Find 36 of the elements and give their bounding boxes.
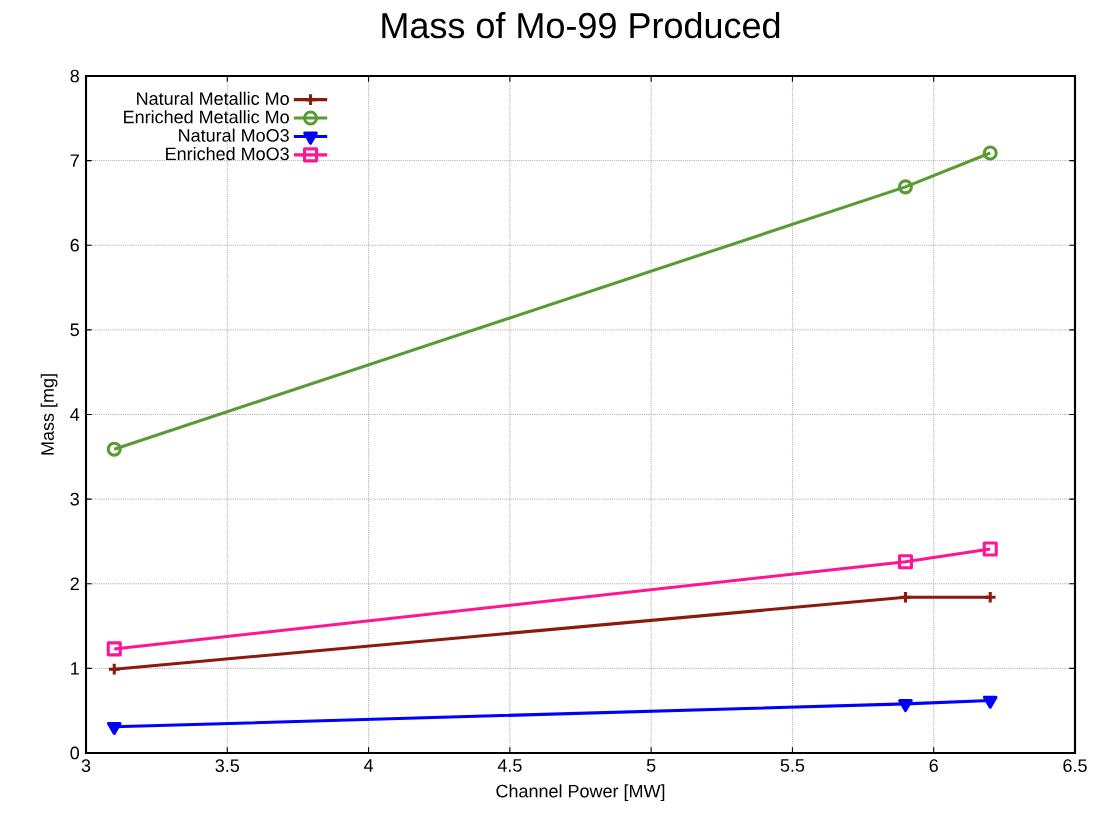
- y-tick-label: 4: [70, 408, 80, 421]
- point: [982, 695, 998, 709]
- y-tick-label: 8: [70, 69, 79, 83]
- y-tick-label: 5: [70, 323, 79, 337]
- point: [897, 554, 913, 570]
- y-tick-label: 3: [70, 492, 79, 506]
- chart-title: Mass of Mo-99 Produced: [382, 11, 780, 39]
- x-tick-label: 3: [81, 759, 91, 772]
- y-tick-label: 7: [70, 154, 79, 167]
- y-tick-label: 1: [71, 662, 79, 675]
- point: [898, 590, 913, 605]
- y-axis-title: Mass [mg]: [40, 374, 58, 455]
- point: [983, 590, 998, 605]
- point: [106, 721, 122, 735]
- legend-label: Natural MoO3: [179, 128, 289, 142]
- x-axis-title: Channel Power [MW]: [496, 784, 665, 802]
- legend-label: Enriched MoO3: [166, 146, 289, 161]
- point: [107, 662, 122, 677]
- x-tick-label: 4.5: [497, 759, 522, 772]
- x-tick-label: 6: [929, 759, 938, 772]
- x-tick-label: 6.5: [1063, 759, 1087, 772]
- legend-label: Enriched Metallic Mo: [124, 110, 289, 124]
- point: [982, 541, 998, 557]
- point: [898, 699, 913, 713]
- x-tick-label: 4: [363, 759, 374, 772]
- x-tick-label: 3.5: [215, 759, 240, 772]
- point: [106, 441, 122, 457]
- y-tick-label: 6: [70, 238, 79, 252]
- x-tick-label: 5: [646, 759, 656, 772]
- x-tick-label: 5.5: [780, 759, 805, 772]
- point: [897, 179, 913, 195]
- point: [982, 145, 998, 161]
- legend-label: Natural Metallic Mo: [137, 91, 289, 105]
- y-tick-label: 2: [70, 577, 79, 591]
- point: [106, 641, 122, 657]
- y-tick-label: 0: [70, 746, 80, 760]
